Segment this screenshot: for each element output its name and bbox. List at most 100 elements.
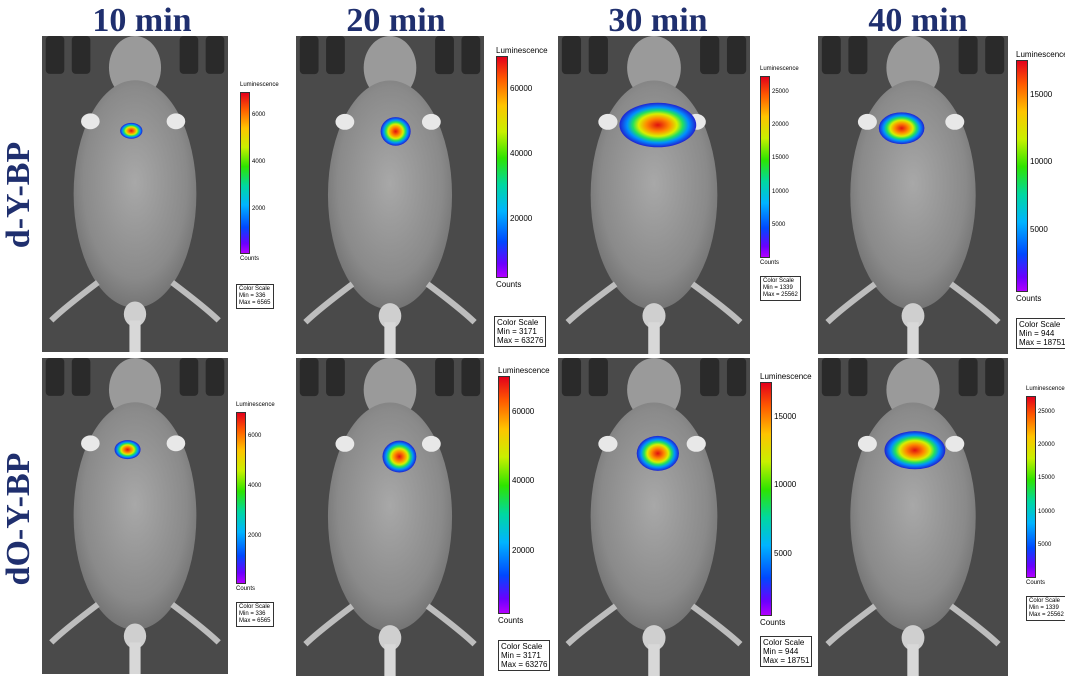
luminescence-label: Luminescence [236,402,275,408]
range-box-line: Max = 63276 [501,660,548,669]
color-scale-r1c4: Luminescence 15000 10000 5000 Counts Color Sc… [1014,42,1065,354]
range-box-line: Max = 25562 [1029,612,1064,618]
range-box-line: Max = 18751 [1019,338,1065,347]
range-box-line: Min = 1339 [763,285,793,291]
range-box-line: Color Scale [763,278,795,284]
scale-tick-label: 10000 [1038,508,1055,515]
mouse-image-r2c3 [558,358,750,676]
scale-tick-label: 20000 [512,545,535,555]
color-scale-range-box: Color Scale Min = 1339 Max = 25562 [760,276,801,301]
range-box-line: Min = 3171 [497,327,537,336]
range-box-line: Min = 3171 [501,651,541,660]
range-box-line: Color Scale [1019,320,1061,329]
luminescence-label: Luminescence [760,66,799,72]
counts-label: Counts [498,616,524,625]
mouse-image-r2c3-graphic [558,358,750,676]
color-scale-range-box: Color Scale Min = 336 Max = 6565 [236,602,274,627]
color-scale-range-box: Color Scale Min = 336 Max = 6565 [236,284,274,309]
range-box-line: Color Scale [1029,598,1061,604]
scale-tick-label: 4000 [252,158,266,165]
range-box-line: Max = 25562 [763,292,798,298]
mouse-image-r2c2 [296,358,484,676]
scale-tick-label: 25000 [1038,408,1055,415]
color-scale-bar [760,76,770,258]
scale-tick-label: 25000 [772,88,789,95]
color-scale-bar [240,92,250,254]
range-box-line: Color Scale [497,318,539,327]
range-box-line: Color Scale [501,642,543,651]
range-box-line: Color Scale [239,286,271,292]
color-scale-bar [1016,60,1028,292]
scale-tick-label: 10000 [774,480,797,490]
column-title-40min: 40 min [868,2,968,39]
scale-tick-label: 40000 [512,476,535,486]
mouse-image-r1c2 [296,36,484,354]
scale-tick-label: 15000 [772,155,789,162]
luminescence-signal [114,440,141,460]
luminescence-signal [636,435,679,471]
counts-label: Counts [496,280,522,289]
scale-tick-label: 15000 [1038,475,1055,482]
scale-tick-label: 40000 [510,149,533,159]
counts-label: Counts [760,260,780,266]
luminescence-label: Luminescence [760,372,812,381]
scale-tick-label: 10000 [1030,157,1053,167]
luminescence-signal [619,102,697,148]
scale-tick-label: 20000 [1038,442,1055,448]
luminescence-label: Luminescence [1016,50,1065,59]
range-box-line: Min = 336 [239,611,266,617]
range-box-line: Min = 336 [239,293,266,299]
scale-tick-label: 60000 [512,406,535,416]
luminescence-label: Luminescence [496,46,548,55]
range-box-line: Min = 944 [1019,329,1055,338]
column-title-20min: 20 min [346,2,446,39]
counts-label: Counts [1016,294,1042,303]
mouse-image-r1c3-graphic [558,36,750,354]
color-scale-r1c1: Luminescence 6000 4000 2000 Counts Color Scal… [232,82,292,312]
mouse-image-r1c4 [818,36,1008,354]
row-label-do-y-bp: dO-Y-BP [0,452,37,586]
range-box-line: Color Scale [239,604,271,610]
mouse-image-r2c1 [42,358,228,674]
scale-tick-label: 6000 [248,433,262,439]
scale-tick-label: 2000 [248,533,262,539]
range-box-line: Max = 6565 [239,618,271,624]
color-scale-r2c3: Luminescence 15000 10000 5000 Counts Color Sc… [758,372,818,674]
mouse-image-r1c1-graphic [42,36,228,352]
counts-label: Counts [1026,580,1046,586]
mouse-image-r1c1 [42,36,228,352]
mouse-image-r2c2-graphic [296,358,484,676]
scale-tick-label: 15000 [1030,89,1053,99]
range-box-line: Max = 63276 [497,336,544,345]
range-box-line: Min = 1339 [1029,605,1059,611]
color-scale-range-box: Color Scale Min = 1339 Max = 25562 [1026,596,1065,621]
range-box-line: Max = 18751 [763,656,810,665]
scale-tick-label: 4000 [248,483,262,489]
scale-tick-label: 15000 [774,412,797,422]
luminescence-signal [120,122,143,139]
counts-label: Counts [240,256,260,262]
luminescence-signal [884,431,946,470]
color-scale-bar [498,376,510,614]
color-scale-bar [496,56,508,278]
scale-tick-label: 10000 [772,188,789,195]
scale-tick-label: 5000 [772,222,786,228]
counts-label: Counts [760,618,786,627]
column-title-30min: 30 min [608,2,708,39]
color-scale-r1c3: Luminescence 25000 20000 15000 10000 5000 Coun… [758,66,818,302]
scale-tick-label: 5000 [774,548,792,558]
range-box-line: Color Scale [763,638,805,647]
color-scale-range-box: Color Scale Min = 3171 Max = 63276 [494,316,547,347]
mouse-image-r1c4-graphic [818,36,1008,354]
color-scale-range-box: Color Scale Min = 944 Max = 18751 [1016,318,1065,349]
luminescence-signal [382,440,417,473]
scale-tick-label: 6000 [252,111,266,118]
color-scale-r2c4: Luminescence 25000 20000 15000 10000 5000 Coun… [1024,382,1065,632]
mouse-image-r1c3 [558,36,750,354]
scale-tick-label: 2000 [252,205,266,212]
color-scale-bar [760,382,772,616]
scale-tick-label: 20000 [510,213,533,223]
color-scale-r2c2: Luminescence 60000 40000 20000 Counts Color S… [496,364,556,674]
mouse-image-r2c1-graphic [42,358,228,674]
scale-tick-label: 60000 [510,84,533,94]
